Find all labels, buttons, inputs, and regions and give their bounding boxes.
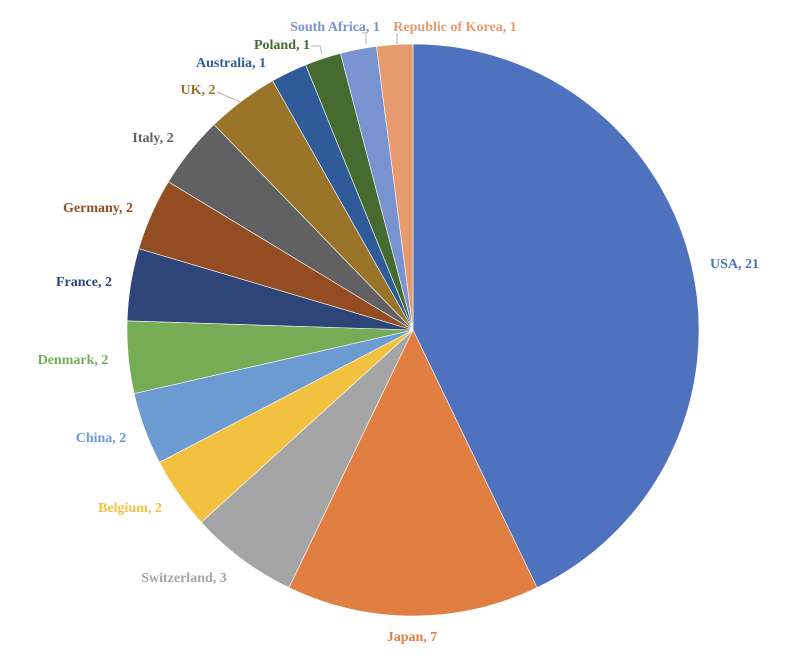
data-label-france: France, 2 xyxy=(56,275,112,290)
data-label-republic-of-korea: Republic of Korea, 1 xyxy=(393,20,516,35)
data-label-germany: Germany, 2 xyxy=(63,201,133,216)
data-label-switzerland: Switzerland, 3 xyxy=(141,571,227,586)
data-label-denmark: Denmark, 2 xyxy=(38,353,109,368)
pie-slices xyxy=(126,43,700,617)
leader-line-poland xyxy=(311,45,323,55)
data-label-japan: Japan, 7 xyxy=(387,630,438,645)
data-label-australia: Australia, 1 xyxy=(196,56,266,71)
data-labels: USA, 21 Japan, 7 Switzerland, 3 Belgium, 2 C… xyxy=(38,20,759,645)
data-label-south-africa: South Africa, 1 xyxy=(290,20,380,35)
leader-line-south-africa xyxy=(362,32,367,44)
leader-lines xyxy=(216,32,398,103)
data-label-belgium: Belgium, 2 xyxy=(98,501,162,516)
pie-slice-republic-of-korea xyxy=(376,43,414,331)
data-label-china: China, 2 xyxy=(76,431,127,446)
data-label-poland: Poland, 1 xyxy=(254,38,310,53)
pie-slice-japan xyxy=(288,329,538,617)
data-label-italy: Italy, 2 xyxy=(132,131,173,146)
data-label-usa: USA, 21 xyxy=(710,257,759,272)
pie-slice-usa xyxy=(412,43,700,589)
data-label-uk: UK, 2 xyxy=(181,83,216,98)
leader-line-uk xyxy=(216,91,241,103)
